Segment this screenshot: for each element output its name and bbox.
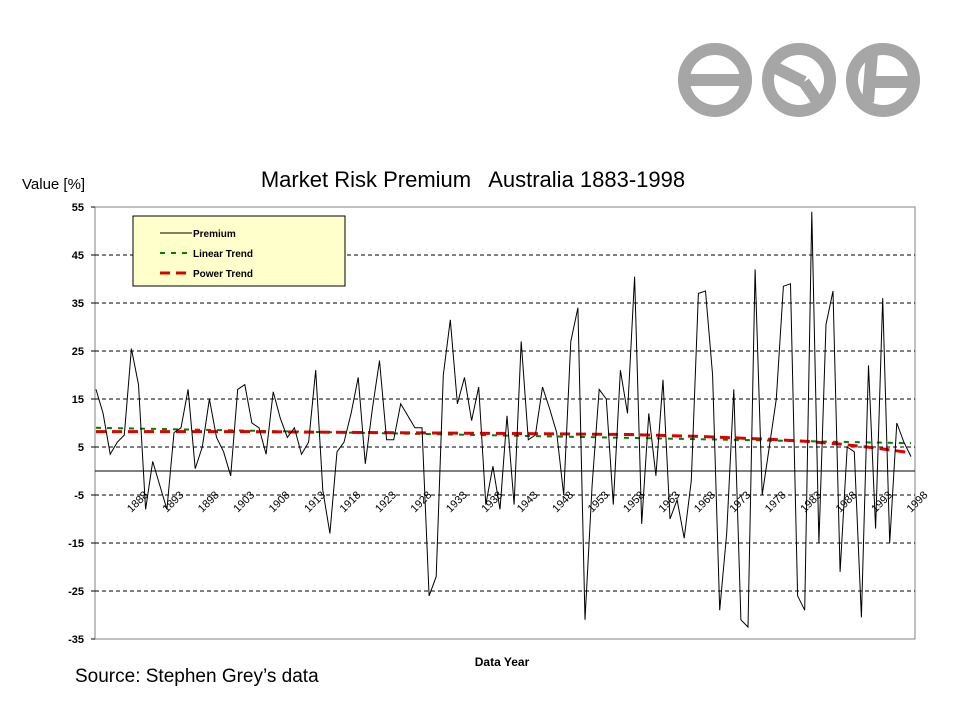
series-line-premium xyxy=(95,211,912,629)
y-tick-label: 5 xyxy=(78,442,84,454)
y-tick-label: 55 xyxy=(72,202,84,214)
legend-label-premium: Premium xyxy=(193,229,236,240)
chart-title: Market Risk Premium Australia 1883-1998 xyxy=(261,167,685,192)
series-line-power-trend xyxy=(96,430,912,455)
y-tick-labels: 55 45 35 25 15 5 -5 -15 -25 -35 xyxy=(68,202,84,646)
logo-mark-2 xyxy=(762,43,836,117)
source-note: Source: Stephen Grey’s data xyxy=(75,666,319,687)
y-tick-label: -15 xyxy=(68,538,84,550)
y-tick-label: 45 xyxy=(72,250,84,262)
company-logo xyxy=(678,43,920,117)
logo-mark-1 xyxy=(678,43,752,117)
legend-label-power-trend: Power Trend xyxy=(193,269,253,280)
x-axis-label: Data Year xyxy=(475,655,530,669)
y-tick-label: -5 xyxy=(74,490,84,502)
y-tick-label: 15 xyxy=(72,394,84,406)
y-tick-label: -25 xyxy=(68,586,84,598)
y-tick-label: 25 xyxy=(72,346,84,358)
y-tick-label: 35 xyxy=(72,298,84,310)
y-tick-label: -35 xyxy=(68,634,84,646)
logo-mark-3 xyxy=(846,43,920,117)
legend: Premium Linear Trend Power Trend xyxy=(132,215,346,287)
series-lines xyxy=(95,211,912,629)
legend-label-linear-trend: Linear Trend xyxy=(193,249,253,260)
y-axis-label: Value [%] xyxy=(22,176,85,193)
